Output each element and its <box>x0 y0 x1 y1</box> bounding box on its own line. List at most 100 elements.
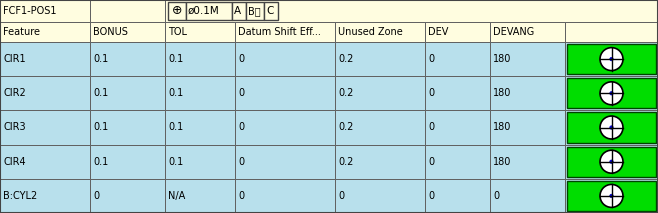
Bar <box>425 22 490 42</box>
Bar <box>0 110 90 145</box>
Bar <box>235 76 335 110</box>
Text: 0: 0 <box>238 54 244 64</box>
Text: Datum Shift Eff...: Datum Shift Eff... <box>238 27 321 37</box>
Bar <box>90 0 165 22</box>
Bar <box>264 2 278 20</box>
Text: 0: 0 <box>238 122 244 132</box>
Text: 0.1: 0.1 <box>93 122 109 132</box>
Bar <box>0 22 90 42</box>
Text: TOL: TOL <box>168 27 187 37</box>
Bar <box>165 145 235 179</box>
Ellipse shape <box>600 82 623 105</box>
Bar <box>165 76 235 110</box>
Text: DEVANG: DEVANG <box>493 27 534 37</box>
Bar <box>335 179 425 213</box>
Bar <box>90 22 165 42</box>
Bar <box>0 179 90 213</box>
Text: 0: 0 <box>238 157 244 167</box>
Bar <box>565 42 658 76</box>
Bar <box>565 110 658 145</box>
Bar <box>246 2 264 20</box>
Bar <box>335 22 425 42</box>
Text: 0.2: 0.2 <box>338 54 353 64</box>
Bar <box>232 2 246 20</box>
Text: C: C <box>266 6 273 16</box>
Bar <box>567 181 656 211</box>
Bar <box>425 179 490 213</box>
Bar <box>567 44 656 74</box>
Text: 0: 0 <box>428 157 434 167</box>
Text: ø0.1M: ø0.1M <box>188 6 220 16</box>
Bar <box>235 42 335 76</box>
Bar <box>0 76 90 110</box>
Text: 0.2: 0.2 <box>338 157 353 167</box>
Text: FCF1-POS1: FCF1-POS1 <box>3 6 57 16</box>
Bar <box>565 179 658 213</box>
Bar <box>235 22 335 42</box>
Text: 0: 0 <box>93 191 99 201</box>
Text: 0.1: 0.1 <box>168 122 183 132</box>
Bar <box>335 42 425 76</box>
Bar <box>186 2 232 20</box>
Bar <box>235 179 335 213</box>
Text: 0: 0 <box>428 191 434 201</box>
Text: 0: 0 <box>338 191 344 201</box>
Ellipse shape <box>600 48 623 71</box>
Text: 0: 0 <box>428 88 434 98</box>
Text: A: A <box>234 6 241 16</box>
Text: BONUS: BONUS <box>93 27 128 37</box>
Text: ⊕: ⊕ <box>172 4 182 17</box>
Text: 0: 0 <box>493 191 499 201</box>
Text: 180: 180 <box>493 54 511 64</box>
Ellipse shape <box>600 184 623 207</box>
Text: B:CYL2: B:CYL2 <box>3 191 38 201</box>
Bar <box>567 78 656 108</box>
Text: 0.2: 0.2 <box>338 122 353 132</box>
Text: 0: 0 <box>238 88 244 98</box>
Bar <box>565 22 658 42</box>
Text: Unused Zone: Unused Zone <box>338 27 403 37</box>
Bar <box>335 145 425 179</box>
Text: 0: 0 <box>238 191 244 201</box>
Text: 0.1: 0.1 <box>168 157 183 167</box>
Text: 0: 0 <box>428 122 434 132</box>
Bar <box>490 22 565 42</box>
Bar <box>490 145 565 179</box>
Bar <box>490 42 565 76</box>
Bar <box>90 42 165 76</box>
Ellipse shape <box>610 57 613 61</box>
Bar <box>165 42 235 76</box>
Text: DEV: DEV <box>428 27 448 37</box>
Text: 0.1: 0.1 <box>93 88 109 98</box>
Text: 180: 180 <box>493 88 511 98</box>
Text: 180: 180 <box>493 157 511 167</box>
Ellipse shape <box>610 126 613 129</box>
Text: 0.1: 0.1 <box>168 54 183 64</box>
Text: Feature: Feature <box>3 27 40 37</box>
Text: 0.1: 0.1 <box>93 157 109 167</box>
Ellipse shape <box>610 160 613 163</box>
Ellipse shape <box>610 194 613 198</box>
Bar <box>0 0 90 22</box>
Bar <box>90 76 165 110</box>
Bar <box>168 2 186 20</box>
Bar <box>90 179 165 213</box>
Bar <box>165 22 235 42</box>
Bar <box>490 179 565 213</box>
Bar <box>425 110 490 145</box>
Bar <box>90 110 165 145</box>
Bar <box>490 110 565 145</box>
Bar <box>0 145 90 179</box>
Bar <box>165 110 235 145</box>
Bar <box>335 110 425 145</box>
Text: CIR1: CIR1 <box>3 54 26 64</box>
Text: BⓂ: BⓂ <box>248 6 261 16</box>
Bar <box>567 112 656 142</box>
Text: 0.1: 0.1 <box>93 54 109 64</box>
Text: CIR3: CIR3 <box>3 122 26 132</box>
Text: 0: 0 <box>428 54 434 64</box>
Bar <box>90 145 165 179</box>
Bar <box>165 0 658 22</box>
Text: 0.2: 0.2 <box>338 88 353 98</box>
Text: 0.1: 0.1 <box>168 88 183 98</box>
